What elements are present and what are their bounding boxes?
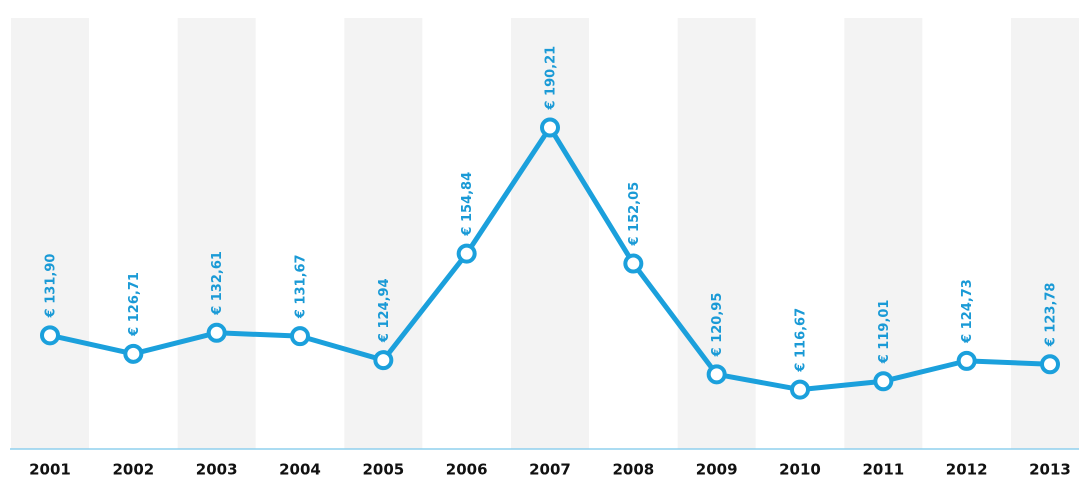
value-label: € 131,67 xyxy=(294,254,309,319)
x-tick-label: 2001 xyxy=(29,461,71,479)
point xyxy=(873,371,894,392)
x-tick-label: 2006 xyxy=(446,461,488,479)
x-tick-label: 2008 xyxy=(612,461,654,479)
value-label: € 154,84 xyxy=(460,172,475,237)
value-label: € 190,21 xyxy=(544,46,559,111)
band xyxy=(1011,18,1079,449)
value-label: € 120,95 xyxy=(710,293,725,358)
point xyxy=(40,325,60,346)
value-label: € 124,94 xyxy=(377,278,392,343)
point xyxy=(623,253,644,274)
point xyxy=(456,243,477,264)
value-label: € 124,73 xyxy=(960,279,975,344)
x-tick-label: 2010 xyxy=(779,461,821,479)
point xyxy=(290,326,310,347)
x-tick-label: 2007 xyxy=(529,461,571,479)
x-tick-label: 2002 xyxy=(112,461,154,479)
value-label: € 119,01 xyxy=(877,300,892,365)
point xyxy=(540,117,560,138)
point xyxy=(1040,354,1060,375)
value-label: € 116,67 xyxy=(794,308,809,373)
band xyxy=(677,18,756,449)
value-label: € 131,90 xyxy=(44,254,59,319)
band xyxy=(11,18,89,449)
value-label: € 123,78 xyxy=(1044,283,1059,348)
x-tick-label: 2003 xyxy=(196,461,238,479)
point xyxy=(206,322,227,343)
x-tick-label: 2013 xyxy=(1029,461,1071,479)
point xyxy=(123,343,144,364)
x-tick-label: 2012 xyxy=(946,461,988,479)
value-label: € 126,71 xyxy=(127,272,142,337)
band xyxy=(177,18,256,449)
point xyxy=(956,350,977,371)
x-tick-label: 2011 xyxy=(862,461,904,479)
x-tick-label: 2004 xyxy=(279,461,321,479)
band xyxy=(344,18,423,449)
point xyxy=(373,350,394,371)
point xyxy=(706,364,727,385)
point xyxy=(790,379,810,400)
band xyxy=(511,18,589,449)
x-tick-label: 2009 xyxy=(696,461,738,479)
value-label: € 152,05 xyxy=(627,182,642,247)
value-label: € 132,61 xyxy=(210,251,225,316)
x-tick-label: 2005 xyxy=(362,461,404,479)
